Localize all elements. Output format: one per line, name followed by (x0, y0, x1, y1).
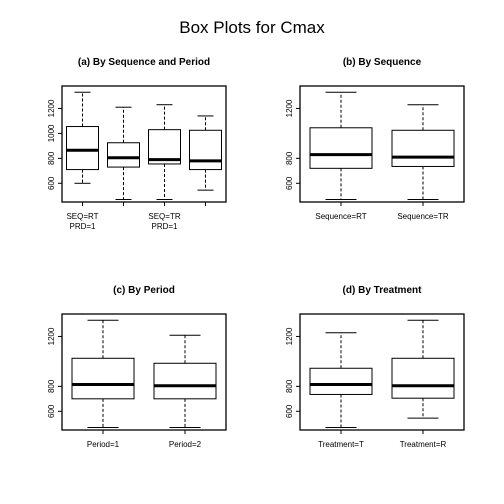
y-tick-label: 1200 (47, 327, 56, 345)
plot-frame (299, 85, 465, 203)
plot-frame (299, 313, 465, 431)
panel-title: (d) By Treatment (343, 285, 423, 296)
panel-2: (b) By Sequence 600 800 1200 Sequence=RT Sequ… (285, 57, 465, 221)
box-body (391, 129, 455, 167)
x-category-label: PRD=1 (151, 222, 178, 231)
box-1 (71, 319, 135, 429)
box-4 (189, 115, 222, 191)
plot-frame (61, 313, 227, 431)
panel-3: (c) By Period 600 800 1200 Period=1 Period=2 (47, 285, 227, 449)
y-tick-label: 600 (47, 176, 56, 190)
y-tick-label: 1200 (285, 327, 294, 345)
x-category-label: Treatment=T (318, 440, 364, 449)
y-tick-label: 600 (285, 404, 294, 418)
y-tick-label: 600 (47, 404, 56, 418)
box-body (309, 127, 373, 169)
x-category-label: Sequence=TR (397, 212, 449, 221)
x-category-label: SEQ=RT (66, 212, 98, 221)
y-tick-label: 800 (285, 379, 294, 393)
box-2 (391, 104, 455, 201)
y-tick-label: 1200 (285, 99, 294, 117)
box-3 (148, 104, 181, 201)
y-tick-label: 600 (285, 176, 294, 190)
x-category-label: Sequence=RT (315, 212, 366, 221)
panel-1: (a) By Sequence and Period 600 800 1000 1200… (47, 57, 227, 231)
panel-4: (d) By Treatment 600 800 1200 Treatment=T Tre… (285, 285, 465, 449)
box-1 (66, 91, 99, 184)
box-2 (153, 334, 217, 429)
box-body (66, 126, 99, 171)
panel-title: (a) By Sequence and Period (78, 57, 210, 68)
box-body (391, 357, 455, 399)
box-1 (309, 91, 373, 201)
y-tick-label: 800 (47, 151, 56, 165)
panel-title: (b) By Sequence (343, 57, 422, 68)
x-category-label: Period=1 (87, 440, 120, 449)
box-body (107, 142, 140, 168)
figure-title: Box Plots for Cmax (179, 18, 325, 37)
box-body (189, 129, 222, 171)
plot-frame (61, 85, 227, 203)
x-category-label: Treatment=R (400, 440, 447, 449)
box-body (71, 357, 135, 400)
x-category-label: PRD=1 (69, 222, 96, 231)
box-2 (107, 106, 140, 201)
y-tick-label: 800 (47, 379, 56, 393)
box-2 (391, 319, 455, 419)
box-body (153, 362, 217, 400)
x-category-label: Period=2 (169, 440, 202, 449)
panel-title: (c) By Period (113, 285, 175, 296)
box-body (309, 367, 373, 395)
y-tick-label: 1000 (47, 124, 56, 142)
x-category-label: SEQ=TR (148, 212, 180, 221)
y-tick-label: 800 (285, 151, 294, 165)
box-1 (309, 332, 373, 429)
y-tick-label: 1200 (47, 99, 56, 117)
